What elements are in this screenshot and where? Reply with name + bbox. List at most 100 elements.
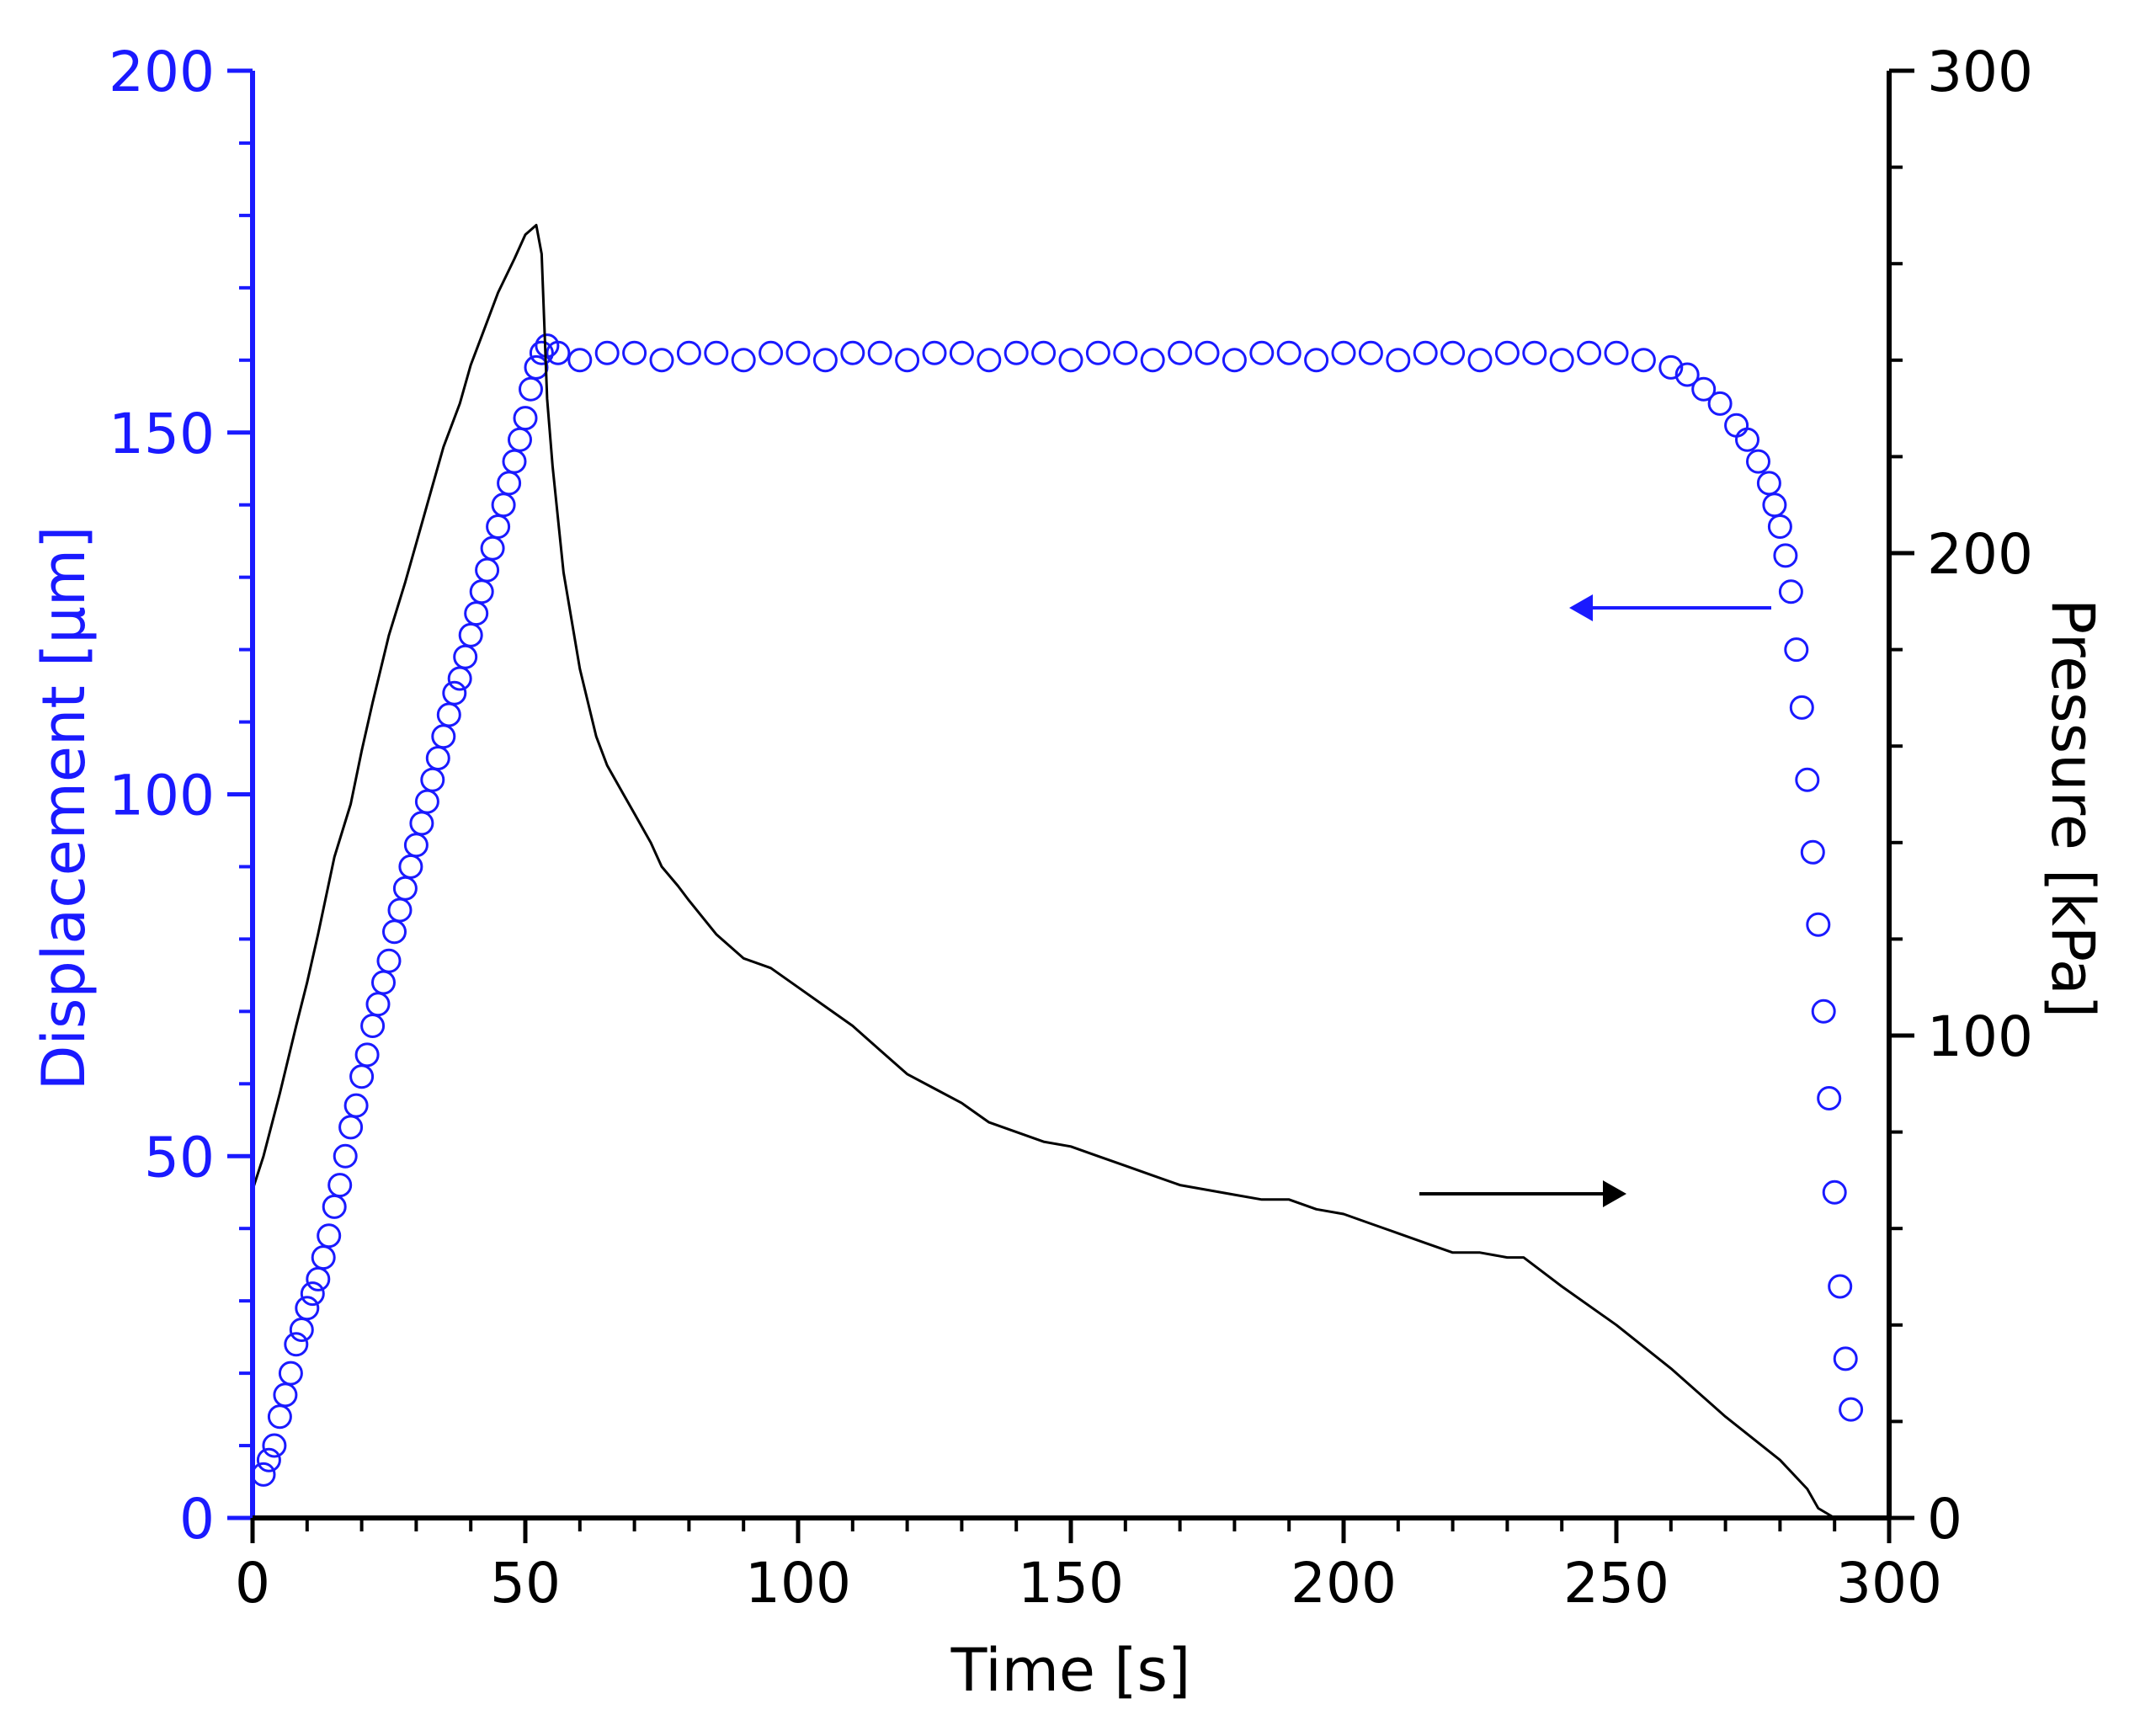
displacement-point (1577, 340, 1602, 365)
displacement-point (1386, 348, 1411, 373)
displacement-point (464, 601, 489, 626)
displacement-point (398, 854, 423, 879)
displacement-point (256, 1447, 281, 1472)
displacement-point (1828, 1274, 1853, 1299)
displacement-point (1806, 912, 1831, 937)
displacement-point (436, 702, 461, 727)
displacement-point (425, 746, 450, 770)
displacement-point (371, 970, 396, 995)
right-axis-title: Pressure [kPa] (2038, 599, 2107, 1018)
displacement-point (1789, 695, 1814, 720)
right-tick-label: 200 (1927, 522, 2033, 587)
displacement-point (1839, 1397, 1864, 1422)
displacement-point (1773, 543, 1798, 568)
arrow-right-annotation (1419, 1180, 1626, 1207)
displacement-point (1522, 340, 1547, 365)
displacement-point (594, 340, 620, 365)
left-tick-label: 200 (109, 40, 215, 104)
displacement-point (300, 1281, 325, 1307)
displacement-point (414, 789, 439, 814)
x-axis-ticks: 0 50 100 150 200 250 300 (235, 1518, 1942, 1616)
x-tick-label: 100 (745, 1551, 851, 1616)
displacement-point (1811, 998, 1836, 1024)
x-tick-label: 300 (1836, 1551, 1942, 1616)
displacement-point (895, 348, 920, 373)
displacement-point (480, 535, 505, 561)
right-tick-label: 100 (1927, 1004, 2033, 1069)
left-axis-ticks: 0 50 100 150 200 (109, 40, 253, 1552)
left-axis-title: Displacement [µm] (29, 526, 98, 1091)
displacement-point (1691, 376, 1717, 402)
displacement-point (1800, 839, 1825, 865)
displacement-point (278, 1361, 303, 1386)
displacement-point (1756, 471, 1781, 496)
displacement-point (1031, 340, 1057, 365)
displacement-point (1222, 348, 1247, 373)
right-tick-label: 0 (1927, 1487, 1962, 1552)
displacement-point (1674, 362, 1700, 387)
displacement-point (409, 811, 434, 836)
displacement-point (513, 406, 538, 431)
arrow-left-annotation (1569, 594, 1771, 621)
displacement-point (1784, 637, 1809, 663)
displacement-point (295, 1296, 320, 1321)
displacement-point (1795, 767, 1820, 792)
displacement-point (289, 1318, 314, 1342)
displacement-point (387, 897, 413, 923)
displacement-point (1549, 348, 1574, 373)
displacement-point (1658, 354, 1684, 380)
displacement-point (442, 680, 467, 706)
displacement-point (453, 644, 478, 669)
displacement-point (486, 514, 511, 539)
x-tick-label: 50 (490, 1551, 561, 1616)
displacement-point (519, 376, 543, 402)
displacement-point (497, 471, 522, 496)
pressure-line (251, 223, 1846, 1520)
displacement-point (1113, 340, 1138, 365)
displacement-point (284, 1332, 309, 1357)
displacement-point (262, 1433, 287, 1458)
pressure-series (251, 223, 1846, 1520)
displacement-point (1358, 340, 1383, 365)
displacement-point (524, 354, 549, 380)
displacement-point (1833, 1346, 1858, 1371)
displacement-point (1467, 348, 1493, 373)
x-axis-title: Time [s] (950, 1636, 1191, 1705)
displacement-point (1817, 1086, 1842, 1110)
displacement-point (306, 1266, 331, 1291)
displacement-point (338, 1115, 364, 1140)
displacement-point (267, 1404, 292, 1430)
right-axis-ticks: 0 100 200 300 (1889, 40, 2033, 1552)
x-tick-label: 0 (235, 1551, 270, 1616)
left-tick-label: 150 (109, 402, 215, 466)
displacement-point (1413, 340, 1438, 365)
displacement-point (1331, 340, 1356, 365)
displacement-point (1140, 348, 1165, 373)
x-tick-label: 200 (1291, 1551, 1397, 1616)
displacement-point (1085, 340, 1110, 365)
left-tick-label: 100 (109, 764, 215, 828)
right-tick-label: 300 (1927, 40, 2033, 104)
displacement-point (317, 1223, 342, 1249)
displacement-point (382, 919, 407, 945)
displacement-point (812, 348, 838, 373)
displacement-point (1249, 340, 1275, 365)
displacement-point (1304, 348, 1329, 373)
displacement-point (333, 1143, 358, 1169)
displacement-point (977, 348, 1002, 373)
displacement-point (469, 579, 494, 604)
displacement-point (1168, 340, 1193, 365)
displacement-point (1778, 579, 1803, 604)
displacement-point (1440, 340, 1466, 365)
displacement-point (567, 348, 593, 373)
displacement-point (1494, 340, 1520, 365)
displacement-point (1276, 340, 1302, 365)
displacement-point (491, 493, 516, 518)
displacement-point (676, 340, 701, 365)
displacement-point (1003, 340, 1029, 365)
displacement-point (867, 340, 892, 365)
displacement-point (1604, 340, 1629, 365)
displacement-point (343, 1093, 369, 1118)
displacement-point (354, 1042, 380, 1068)
displacement-point (1058, 348, 1083, 373)
